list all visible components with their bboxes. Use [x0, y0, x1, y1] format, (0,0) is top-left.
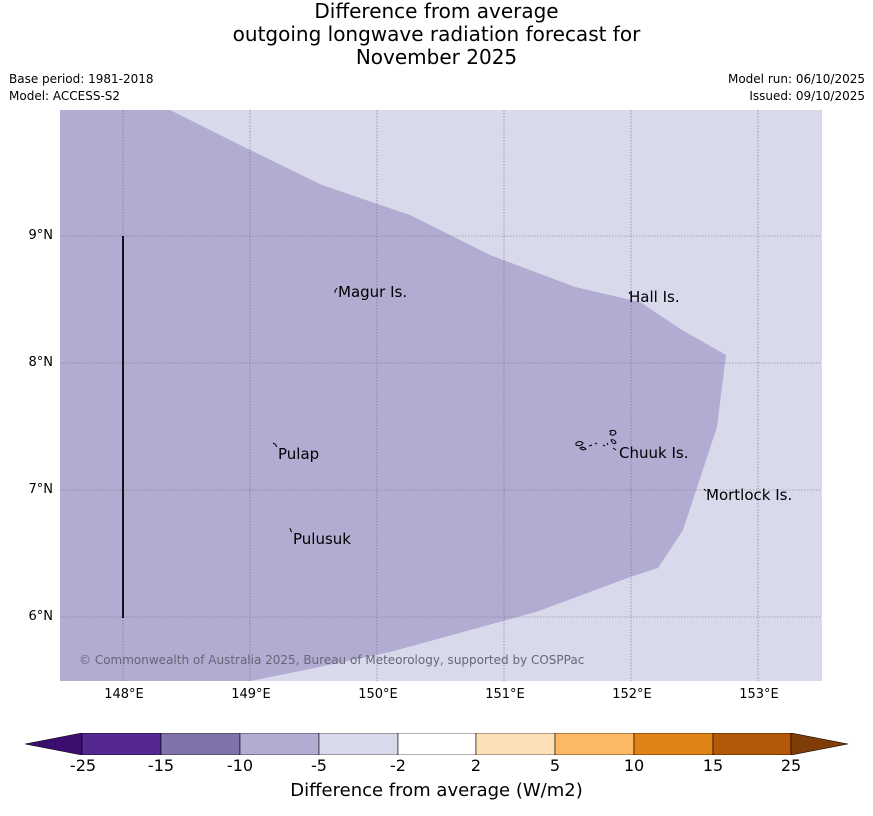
- colorbar-tick: -15: [147, 756, 175, 775]
- model-name: Model: ACCESS-S2: [9, 89, 121, 103]
- lat-label-7n: 7°N: [28, 482, 54, 497]
- chart-title: Difference from average outgoing longwav…: [0, 0, 873, 69]
- colorbar-tick: 10: [623, 756, 645, 775]
- colorbar-tick: -5: [311, 756, 327, 775]
- colorbar-bin-4: [318, 733, 399, 755]
- colorbar-bin-8: [633, 733, 714, 755]
- colorbar-tick: 25: [780, 756, 802, 775]
- lon-label-150e: 150°E: [358, 687, 398, 702]
- lat-label-6n: 6°N: [28, 609, 54, 624]
- colorbar-bin-1: [81, 733, 162, 755]
- colorbar-bin-9: [712, 733, 792, 755]
- magur-island-shape: [334, 287, 338, 293]
- title-line-2: outgoing longwave radiation forecast for: [232, 22, 641, 46]
- model-run: Model run: 06/10/2025: [727, 72, 865, 86]
- map-svg: [60, 110, 822, 681]
- hall-island-shape: [628, 291, 631, 295]
- mortlock-island-shape: [703, 488, 707, 492]
- issued-date: Issued: 09/10/2025: [749, 89, 865, 103]
- colorbar-extend-high: [790, 733, 849, 755]
- colorbar-bin-6: [475, 733, 556, 755]
- colorbar-bin-3: [239, 733, 320, 755]
- chuuk-island-shapes: [575, 429, 617, 451]
- island-outlines: [272, 287, 707, 533]
- copyright-notice: © Commonwealth of Australia 2025, Bureau…: [79, 653, 585, 667]
- colorbar-bin-7: [554, 733, 635, 755]
- colorbar-tick: -2: [390, 756, 406, 775]
- anomaly-region-minus-10-to-minus-5: [60, 110, 726, 681]
- colorbar-tick: 5: [549, 756, 561, 775]
- meta-left: Base period: 1981-2018 Model: ACCESS-S2: [9, 71, 154, 105]
- title-line-1: Difference from average: [314, 0, 559, 23]
- lon-label-151e: 151°E: [485, 687, 525, 702]
- colorbar-extend-low: [25, 733, 83, 755]
- colorbar-tick: 15: [702, 756, 724, 775]
- lat-label-8n: 8°N: [28, 355, 54, 370]
- lon-label-148e: 148°E: [104, 687, 144, 702]
- pulusuk-island-shape: [289, 527, 293, 533]
- meta-right: Model run: 06/10/2025 Issued: 09/10/2025: [728, 71, 865, 105]
- colorbar-tick: 2: [470, 756, 482, 775]
- colorbar-title: Difference from average (W/m2): [290, 780, 583, 801]
- place-mortlock-is: Mortlock Is.: [706, 486, 793, 504]
- lat-label-9n: 9°N: [28, 228, 54, 243]
- lon-label-152e: 152°E: [612, 687, 652, 702]
- title-line-3: November 2025: [355, 45, 518, 69]
- place-chuuk-is: Chuuk Is.: [619, 444, 689, 462]
- place-magur-is: Magur Is.: [338, 283, 408, 301]
- place-pulusuk: Pulusuk: [293, 530, 351, 548]
- colorbar-tick: -10: [226, 756, 254, 775]
- lon-label-153e: 153°E: [739, 687, 779, 702]
- base-period: Base period: 1981-2018: [9, 72, 154, 86]
- place-hall-is: Hall Is.: [629, 288, 680, 306]
- colorbar-bin-5: [397, 733, 477, 755]
- lon-label-149e: 149°E: [231, 687, 271, 702]
- pulap-island-shape: [272, 442, 278, 448]
- map-area: [60, 110, 822, 681]
- place-pulap: Pulap: [278, 445, 320, 463]
- colorbar: [25, 733, 849, 755]
- colorbar-bin-2: [160, 733, 241, 755]
- colorbar-tick: -25: [69, 756, 97, 775]
